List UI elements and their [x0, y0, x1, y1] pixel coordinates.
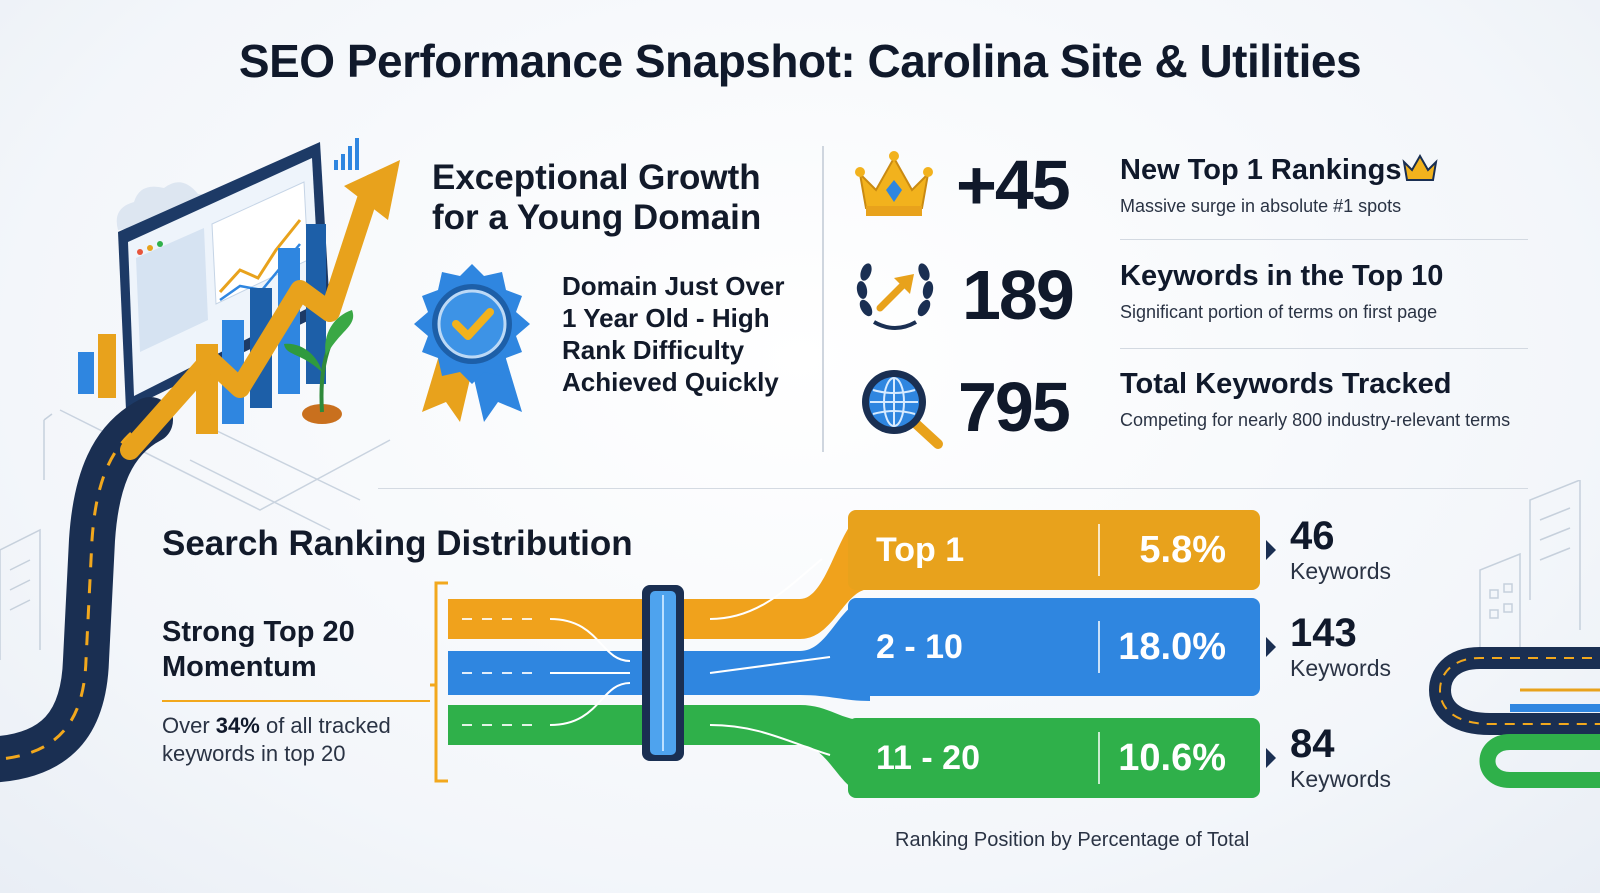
momentum-prefix: Over [162, 713, 216, 738]
plant-icon [284, 310, 354, 424]
right-skyline-illustration [1428, 480, 1600, 788]
growth-arrow [120, 174, 382, 460]
chart-count-unit: Keywords [1290, 766, 1391, 792]
stat-total-value: 795 [958, 368, 1071, 446]
chart-percent-label: 18.0% [1118, 625, 1226, 668]
momentum-text-line2: keywords in top 20 [162, 741, 346, 766]
globe-search-icon [862, 370, 943, 449]
laurel-arrow-icon [856, 263, 934, 330]
chart-count-value: 84 [1290, 722, 1335, 766]
chart-bar-2: 11 - 20 10.6% [848, 718, 1260, 798]
chart-bar-separator [1098, 732, 1100, 784]
momentum-text-line1: Over 34% of all tracked [162, 712, 432, 740]
section-divider [378, 488, 1528, 489]
chart-bar-1: 2 - 10 18.0% [848, 598, 1260, 696]
momentum-heading-line1: Strong Top 20 [162, 616, 355, 648]
growth-heading: Exceptional Growth for a Young Domain [432, 158, 792, 238]
chart-count-value: 143 [1290, 611, 1357, 655]
stat-total-title: Total Keywords Tracked [1120, 368, 1452, 400]
domain-note-line2: 1 Year Old - High [562, 303, 770, 333]
chart-count-unit: Keywords [1290, 655, 1391, 681]
domain-note-line4: Achieved Quickly [562, 367, 779, 397]
stat-separator-2 [1120, 348, 1528, 349]
momentum-heading-line2: Momentum [162, 651, 317, 683]
stat-top1-desc: Massive surge in absolute #1 spots [1120, 196, 1402, 216]
ranking-flow-graphic [430, 515, 870, 795]
growth-heading-line2: for a Young Domain [432, 198, 762, 237]
domain-note-line1: Domain Just Over [562, 271, 785, 301]
chart-bar-separator [1098, 524, 1100, 576]
stat-top10-value: 189 [962, 256, 1075, 334]
momentum-suffix-line1: of all tracked [259, 713, 391, 738]
chart-bar-separator [1098, 621, 1100, 673]
stat-top10-desc: Significant portion of terms on first pa… [1120, 302, 1438, 322]
page-title: SEO Performance Snapshot: Carolina Site … [238, 35, 1362, 87]
chart-count-value: 46 [1290, 514, 1335, 558]
chart-category-label: Top 1 [876, 530, 965, 569]
crown-icon [855, 151, 933, 216]
momentum-text: Over 34% of all tracked keywords in top … [162, 712, 432, 768]
rosette-check-icon [414, 264, 530, 422]
flow-stream-top1 [448, 599, 648, 639]
chart-pointer [1266, 540, 1276, 560]
growth-arrowhead [344, 160, 400, 220]
chart-count-unit: Keywords [1290, 558, 1391, 584]
momentum-underline [162, 700, 430, 702]
stat-top10-title: Keywords in the Top 10 [1120, 260, 1444, 292]
stat-top1-value: +45 [956, 146, 1071, 224]
stat-top1-title: New Top 1 Rankings [1120, 154, 1402, 186]
growth-illustration [0, 138, 400, 783]
stat-separator-1 [1120, 239, 1528, 240]
vertical-divider [822, 146, 824, 452]
chart-pointer [1266, 637, 1276, 657]
chart-pointer [1266, 748, 1276, 768]
chart-category-label: 2 - 10 [876, 627, 963, 666]
stat-total-desc: Competing for nearly 800 industry-releva… [1120, 410, 1511, 430]
chart-category-label: 11 - 20 [876, 738, 980, 777]
chart-percent-label: 10.6% [1118, 736, 1226, 779]
flow-stream-top20 [448, 705, 648, 745]
chart-percent-label: 5.8% [1139, 528, 1226, 571]
growth-heading-line1: Exceptional Growth [432, 158, 761, 197]
domain-age-note: Domain Just Over 1 Year Old - High Rank … [562, 270, 812, 398]
distribution-heading: Search Ranking Distribution [162, 524, 633, 563]
small-crown-icon [1402, 154, 1438, 181]
chart-caption: Ranking Position by Percentage of Total [895, 829, 1250, 851]
domain-note-line3: Rank Difficulty [562, 335, 745, 365]
chart-bar-0: Top 1 5.8% [848, 510, 1260, 590]
flow-bracket [434, 581, 448, 783]
momentum-heading: Strong Top 20 Momentum [162, 615, 402, 685]
momentum-highlight: 34% [215, 713, 260, 738]
